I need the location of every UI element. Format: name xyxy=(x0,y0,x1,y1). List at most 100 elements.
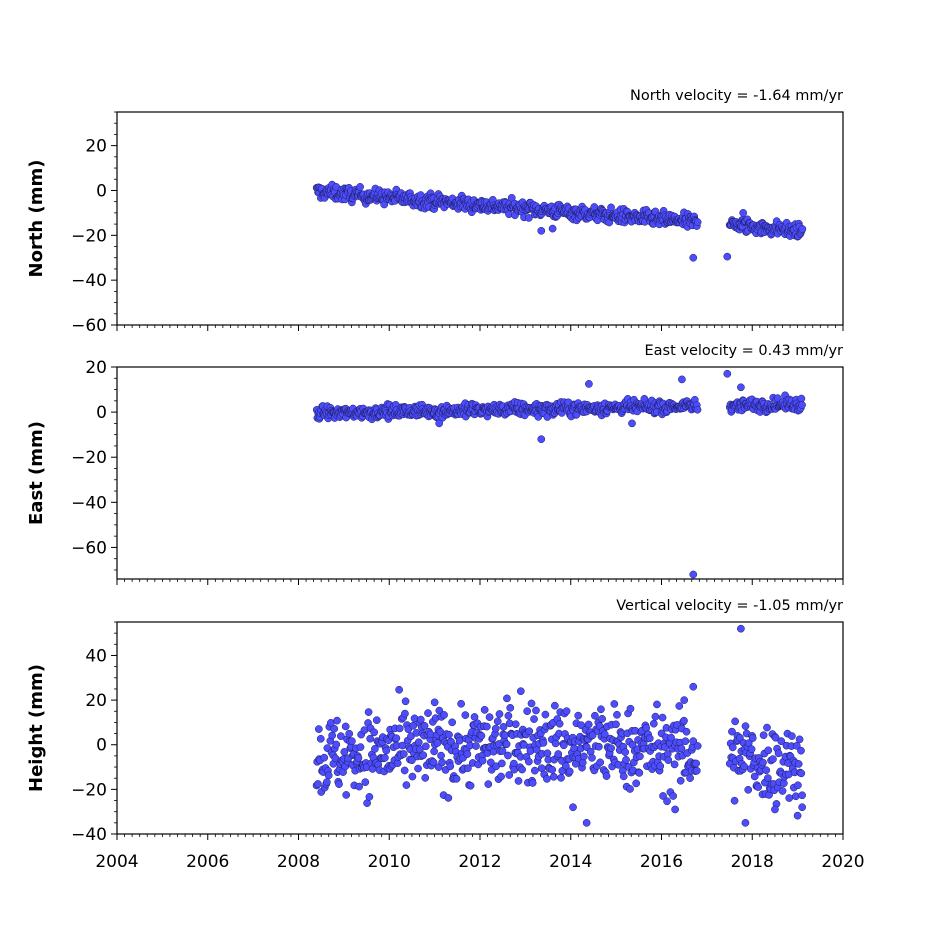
data-point xyxy=(693,405,702,414)
velocity-annotation: East velocity = 0.43 mm/yr xyxy=(644,343,843,359)
data-point xyxy=(372,716,381,725)
data-point xyxy=(525,214,533,222)
outlier-point xyxy=(435,419,444,428)
data-point xyxy=(764,774,772,782)
data-point xyxy=(419,751,428,760)
y-tick-label: −40 xyxy=(71,271,107,291)
data-point xyxy=(762,766,771,775)
outlier-point xyxy=(739,209,748,217)
data-point xyxy=(504,711,513,720)
data-point xyxy=(763,723,771,732)
data-point xyxy=(524,757,533,766)
data-point xyxy=(793,811,802,820)
x-tick-label: 2014 xyxy=(549,852,592,872)
data-point xyxy=(457,699,465,708)
data-point xyxy=(355,782,363,791)
outlier-point xyxy=(737,624,745,633)
x-tick-label: 2006 xyxy=(186,852,229,872)
data-point xyxy=(653,700,661,709)
data-point xyxy=(549,772,558,781)
data-point xyxy=(464,764,472,773)
data-point xyxy=(499,723,508,731)
data-point xyxy=(421,742,430,751)
data-point xyxy=(744,785,753,794)
data-point xyxy=(505,771,514,779)
panel-1: 20 0 −20 −40 −60 East (mm) East velocity = 0.4… xyxy=(26,343,844,585)
data-point xyxy=(426,730,435,739)
data-point xyxy=(607,203,615,212)
outlier-point xyxy=(537,435,546,444)
data-point xyxy=(649,719,658,728)
data-point xyxy=(416,715,425,724)
data-point xyxy=(595,742,603,751)
data-point xyxy=(664,756,673,764)
data-point xyxy=(565,767,574,776)
outlier-point xyxy=(689,682,698,691)
data-point xyxy=(645,734,654,743)
data-point xyxy=(518,765,526,774)
data-point xyxy=(682,727,691,736)
data-point xyxy=(463,750,472,758)
data-point xyxy=(414,764,422,773)
data-point xyxy=(530,715,538,723)
data-point xyxy=(408,772,417,781)
data-point xyxy=(686,774,694,782)
data-point xyxy=(754,783,763,791)
data-point xyxy=(730,796,739,805)
x-tick-label: 2008 xyxy=(277,852,320,872)
data-point xyxy=(337,732,345,741)
data-point xyxy=(759,731,768,740)
data-point xyxy=(437,751,445,760)
data-point xyxy=(591,711,599,720)
data-point xyxy=(395,724,404,733)
data-point xyxy=(680,716,688,725)
data-point xyxy=(455,736,464,745)
data-point xyxy=(452,774,461,783)
data-point xyxy=(543,775,551,783)
data-point xyxy=(795,735,804,744)
data-point xyxy=(514,777,523,785)
data-point xyxy=(493,717,502,726)
outlier-point xyxy=(689,253,698,262)
data-point xyxy=(607,744,615,753)
outlier-point xyxy=(680,696,689,704)
data-point xyxy=(322,778,331,786)
plot-frame xyxy=(116,366,844,580)
data-point xyxy=(689,737,698,745)
data-point xyxy=(470,713,479,721)
y-tick-label: 20 xyxy=(85,691,107,711)
data-point xyxy=(483,722,491,731)
y-tick-label: −60 xyxy=(71,316,107,336)
data-point xyxy=(613,710,621,719)
data-point xyxy=(667,733,675,742)
data-point xyxy=(392,734,401,743)
data-point xyxy=(371,745,379,753)
data-point xyxy=(528,779,537,787)
data-point xyxy=(361,778,370,787)
data-point xyxy=(676,776,685,785)
outlier-point xyxy=(585,380,593,388)
outlier-point xyxy=(671,805,679,814)
data-point xyxy=(636,752,644,761)
data-point xyxy=(794,760,803,768)
data-point xyxy=(778,787,787,795)
data-point xyxy=(491,724,500,733)
data-point xyxy=(797,769,806,778)
outlier-point xyxy=(723,252,732,261)
data-point xyxy=(370,728,379,737)
outlier-point xyxy=(537,226,546,235)
data-point xyxy=(477,731,486,740)
data-point xyxy=(314,780,322,788)
data-point xyxy=(656,762,665,770)
data-point xyxy=(484,780,493,788)
data-point xyxy=(466,781,475,790)
data-point xyxy=(602,772,611,780)
y-tick-label: 20 xyxy=(85,137,107,157)
data-point xyxy=(794,781,802,790)
data-point xyxy=(461,711,470,719)
data-point xyxy=(578,758,587,767)
y-tick-label: −20 xyxy=(71,780,107,800)
data-point xyxy=(539,739,548,747)
x-tick-label: 2012 xyxy=(458,852,501,872)
data-point xyxy=(314,725,323,733)
